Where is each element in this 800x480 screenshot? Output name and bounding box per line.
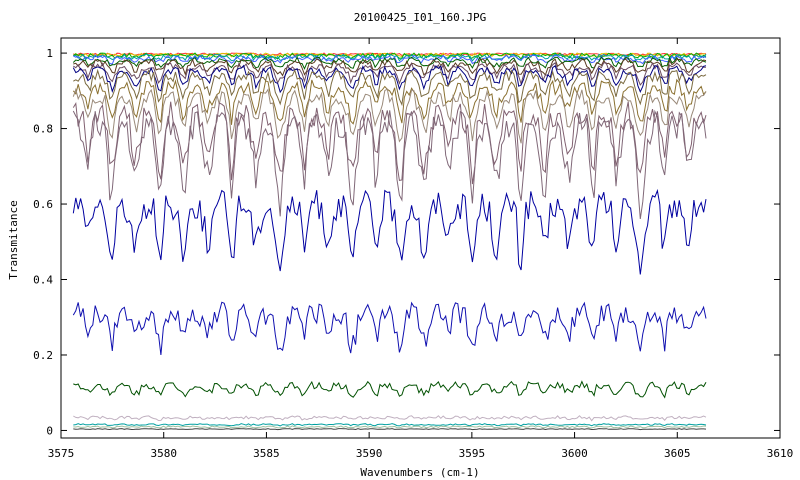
x-tick-label: 3605: [664, 447, 691, 460]
x-tick-label: 3580: [150, 447, 177, 460]
y-tick-label: 0.2: [33, 349, 53, 362]
x-tick-label: 3595: [459, 447, 486, 460]
spectrum-series-line: [73, 425, 707, 429]
x-tick-label: 3590: [356, 447, 383, 460]
spectrum-series-line: [72, 109, 707, 219]
x-tick-label: 3585: [253, 447, 280, 460]
y-tick-label: 1: [46, 47, 53, 60]
spectrum-series-line: [73, 415, 707, 422]
y-tick-label: 0.6: [33, 198, 53, 211]
y-tick-label: 0: [46, 424, 53, 437]
spectrum-series-line: [73, 61, 706, 86]
series-layer: [72, 52, 707, 431]
spectrum-series-line: [72, 301, 707, 356]
spectrum-series-line: [72, 56, 707, 70]
x-axis-label: Wavenumbers (cm-1): [360, 466, 479, 479]
spectrum-series-line: [72, 87, 707, 144]
spectrum-series-line: [72, 64, 707, 94]
spectrum-series-line: [73, 423, 707, 427]
spectrum-series-line: [73, 52, 707, 60]
spectrum-series-line: [73, 68, 707, 107]
x-tick-label: 3575: [48, 447, 75, 460]
plot-area: [60, 37, 781, 439]
spectrum-series-line: [73, 58, 707, 77]
chart-title: 20100425_I01_160.JPG: [354, 11, 486, 24]
spectrum-series-line: [72, 188, 707, 275]
spectrum-series-line: [73, 53, 707, 62]
y-tick-label: 0.8: [33, 123, 53, 136]
x-tick-label: 3600: [561, 447, 588, 460]
y-axis-label: Transmitance: [7, 200, 20, 279]
spectrum-series-line: [73, 428, 707, 431]
y-tick-label: 0.4: [33, 274, 53, 287]
spectrum-series-line: [72, 101, 707, 185]
axis-layer: 3575 3580 3585 3590 3595 3600 3605 3610 0 0.2 0.4 0…: [33, 38, 793, 460]
spectrum-series-line: [72, 78, 707, 125]
spectrum-series-line: [73, 54, 707, 65]
spectrum-series-line: [73, 380, 707, 399]
x-tick-label: 3610: [767, 447, 794, 460]
